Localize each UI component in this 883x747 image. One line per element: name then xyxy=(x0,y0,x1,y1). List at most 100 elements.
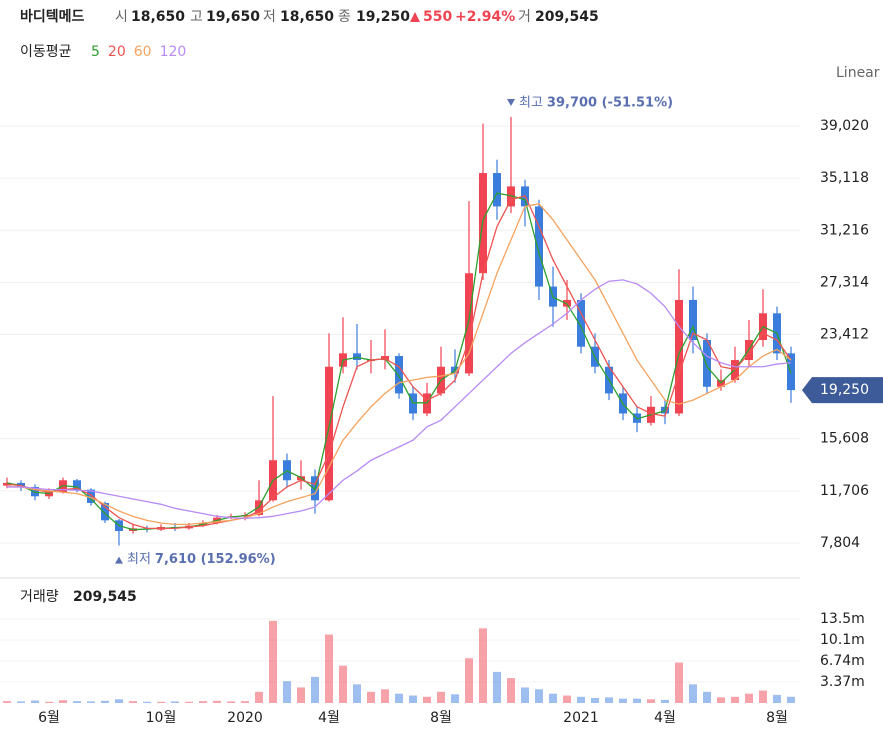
volume-bar xyxy=(703,691,711,703)
x-tick-label: 6월 xyxy=(38,710,60,726)
volume-bar xyxy=(213,700,221,703)
field-value: 18,650 xyxy=(280,9,334,25)
y-tick-label: 11,706 xyxy=(820,483,869,499)
y-tick-label: 23,412 xyxy=(820,327,869,343)
volume-bar xyxy=(297,687,305,703)
field-label: 고 xyxy=(190,9,203,25)
x-tick-label: 4월 xyxy=(318,710,340,726)
stock-name: 바디텍메드 xyxy=(20,8,85,25)
volume-bar xyxy=(479,628,487,703)
x-tick-label: 2020 xyxy=(227,710,263,726)
volume-bar xyxy=(689,684,697,703)
volume-bar xyxy=(115,699,123,703)
candle-body xyxy=(101,502,109,521)
volume-bar xyxy=(507,678,515,703)
x-tick-label: 8월 xyxy=(766,710,788,726)
field-label: 거 xyxy=(518,9,531,25)
volume-bar xyxy=(185,701,193,703)
candle-body xyxy=(493,173,501,207)
ma-line xyxy=(6,194,792,530)
volume-bar xyxy=(759,690,767,703)
volume-bar xyxy=(465,658,473,703)
volume-bar xyxy=(227,701,235,703)
volume-bar xyxy=(675,662,683,703)
y-tick-label: 31,216 xyxy=(820,222,869,238)
y2-tick-label: 6.74m xyxy=(820,653,865,669)
volume-bar xyxy=(381,689,389,703)
y-tick-label: 35,118 xyxy=(820,170,869,186)
legend-entry: 120 xyxy=(160,44,187,60)
volume-bar xyxy=(143,701,151,703)
field-value: 19,650 xyxy=(206,9,260,25)
candle-body xyxy=(73,480,81,490)
volume-bar xyxy=(199,701,207,703)
y-tick-label: 15,608 xyxy=(820,431,869,447)
volume-bar xyxy=(87,701,95,703)
y-tick-label: 39,020 xyxy=(820,118,869,134)
volume-bar xyxy=(157,701,165,703)
volume-bar xyxy=(717,697,725,703)
field-value: 209,545 xyxy=(535,9,599,25)
volume-bar xyxy=(493,671,501,703)
volume-bar xyxy=(409,695,417,703)
candle-body xyxy=(535,206,543,287)
volume-bar xyxy=(283,681,291,703)
price-tag-label: 19,250 xyxy=(820,382,869,398)
field-label: 종 xyxy=(338,9,351,25)
field-value: 18,650 xyxy=(131,9,185,25)
change: 550 xyxy=(423,9,452,25)
ma-line xyxy=(7,279,792,519)
x-tick-label: 2021 xyxy=(563,710,599,726)
candle-body xyxy=(325,366,333,501)
y-tick-label: 7,804 xyxy=(820,535,860,551)
volume-bar xyxy=(3,701,11,703)
candle-body xyxy=(409,393,417,414)
candle-body xyxy=(45,492,53,497)
volume-bar xyxy=(633,698,641,703)
volume-bar xyxy=(451,694,459,703)
volume-bar xyxy=(563,695,571,703)
volume-bar xyxy=(395,693,403,703)
candle-body xyxy=(353,353,361,361)
candle-body xyxy=(395,356,403,394)
candle-body xyxy=(381,356,389,361)
candle-body xyxy=(87,489,95,503)
volume-bar xyxy=(745,693,753,703)
ma-title: 이동평균 xyxy=(20,44,72,60)
candle-body xyxy=(17,482,25,487)
y2-tick-label: 3.37m xyxy=(820,674,865,690)
volume-bar xyxy=(339,665,347,703)
volume-bar xyxy=(577,696,585,703)
volume-bar xyxy=(367,691,375,703)
candle-body xyxy=(689,299,697,341)
volume-bar xyxy=(59,700,67,703)
candle-body xyxy=(465,273,473,374)
up-arrow xyxy=(410,12,420,22)
volume-bar xyxy=(437,691,445,703)
candle-body xyxy=(675,299,683,414)
volume-bar xyxy=(521,687,529,703)
legend-entry: 20 xyxy=(108,44,126,60)
volume-bar xyxy=(17,701,25,703)
annotation-value: 39,700 (-51.51%) xyxy=(547,95,673,110)
legend-entry: 60 xyxy=(134,44,152,60)
volume-bar xyxy=(171,701,179,703)
volume-bar xyxy=(423,696,431,703)
x-tick-label: 10월 xyxy=(146,710,177,726)
field-value: 19,250 xyxy=(356,9,410,25)
annotation-label: 최고 xyxy=(519,95,543,110)
volume-bar xyxy=(787,696,795,703)
candle-body xyxy=(423,393,431,414)
field-label: 저 xyxy=(263,9,276,25)
annotation-arrow xyxy=(115,556,123,564)
volume-bar xyxy=(45,701,53,703)
ma-line xyxy=(7,203,792,525)
volume-bar xyxy=(353,684,361,703)
y-tick-label: 27,314 xyxy=(820,274,869,290)
candle-body xyxy=(703,340,711,387)
volume-value: 209,545 xyxy=(73,589,137,605)
annotation-label: 최저 xyxy=(127,552,151,567)
x-tick-label: 8월 xyxy=(430,710,452,726)
volume-bar xyxy=(619,698,627,703)
volume-bar xyxy=(73,701,81,703)
